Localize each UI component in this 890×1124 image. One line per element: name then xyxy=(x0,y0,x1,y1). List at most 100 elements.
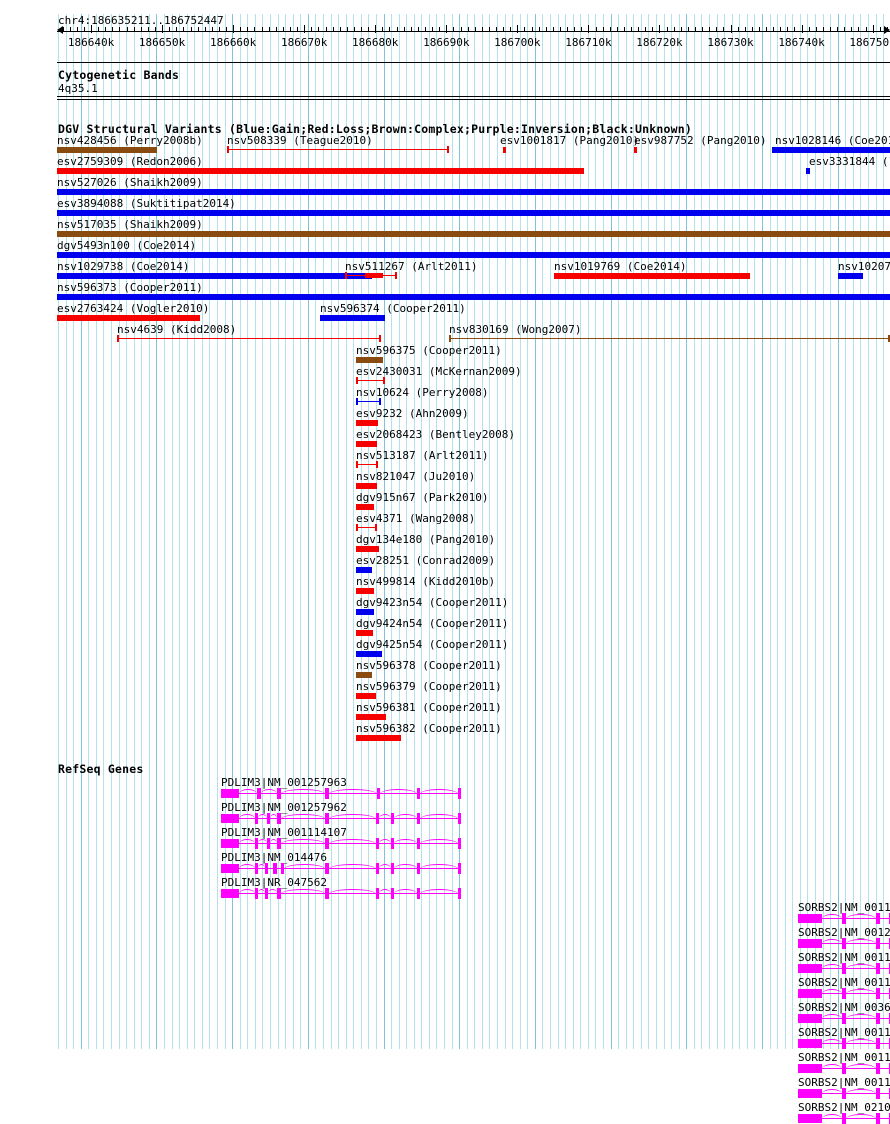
dgv-variant-bar[interactable] xyxy=(356,588,374,594)
refseq-gene-model[interactable] xyxy=(221,863,461,874)
refseq-gene-model[interactable] xyxy=(798,913,890,924)
dgv-variant-span[interactable] xyxy=(227,146,449,153)
ruler-track[interactable]: chr4:186635211..186752447 186640k 186650k… xyxy=(0,0,890,49)
dgv-variant-span[interactable] xyxy=(449,335,890,342)
dgv-variant-label[interactable]: esv4371 (Wang2008) xyxy=(356,512,476,525)
refseq-gene-label[interactable]: PDLIM3|NM_001257962 xyxy=(221,801,347,814)
dgv-variant-bar[interactable] xyxy=(634,147,637,153)
dgv-variant-label[interactable]: dgv9425n54 (Cooper2011) xyxy=(356,638,509,651)
refseq-gene-model[interactable] xyxy=(798,938,890,949)
refseq-gene-model[interactable] xyxy=(798,1063,890,1074)
dgv-variant-bar[interactable] xyxy=(356,567,372,573)
dgv-variant-label[interactable]: esv2763424 (Vogler2010) xyxy=(57,302,210,315)
refseq-gene-model[interactable] xyxy=(221,813,461,824)
dgv-variant-label[interactable]: nsv527026 (Shaikh2009) xyxy=(57,176,203,189)
refseq-gene-label[interactable]: SORBS2|NM_00114 xyxy=(798,951,890,964)
dgv-variant-label[interactable]: nsv102073 xyxy=(838,260,890,273)
dgv-variant-label[interactable]: nsv1019769 (Coe2014) xyxy=(554,260,687,273)
dgv-variant-bar[interactable] xyxy=(356,735,401,741)
dgv-variant-bar[interactable] xyxy=(57,147,157,153)
refseq-gene-label[interactable]: SORBS2|NM_00114 xyxy=(798,901,890,914)
dgv-variant-bar[interactable] xyxy=(356,693,376,699)
refseq-gene-label[interactable]: PDLIM3|NM_014476 xyxy=(221,851,327,864)
dgv-variant-bar[interactable] xyxy=(356,357,383,363)
dgv-variant-span[interactable] xyxy=(356,398,381,405)
dgv-variant-bar[interactable] xyxy=(356,483,377,489)
dgv-variant-label[interactable]: nsv821047 (Ju2010) xyxy=(356,470,476,483)
refseq-gene-model[interactable] xyxy=(221,838,461,849)
dgv-variant-label[interactable]: dgv5493n100 (Coe2014) xyxy=(57,239,197,252)
dgv-variant-label[interactable]: nsv508339 (Teague2010) xyxy=(227,134,373,147)
dgv-variant-label[interactable]: dgv9423n54 (Cooper2011) xyxy=(356,596,509,609)
dgv-variant-span[interactable] xyxy=(356,461,378,468)
dgv-variant-label[interactable]: nsv596379 (Cooper2011) xyxy=(356,680,502,693)
refseq-gene-model[interactable] xyxy=(798,1088,890,1099)
dgv-variant-bar[interactable] xyxy=(57,210,890,216)
dgv-variant-label[interactable]: esv9232 (Ahn2009) xyxy=(356,407,469,420)
dgv-variant-bar[interactable] xyxy=(772,147,890,153)
dgv-variant-bar[interactable] xyxy=(57,273,372,279)
dgv-variant-bar[interactable] xyxy=(356,714,386,720)
refseq-gene-model[interactable] xyxy=(798,988,890,999)
dgv-variant-bar[interactable] xyxy=(806,168,810,174)
dgv-variant-span[interactable] xyxy=(356,524,377,531)
dgv-variant-bar[interactable] xyxy=(838,273,863,279)
dgv-variant-bar[interactable] xyxy=(57,231,890,237)
dgv-variant-label[interactable]: nsv596382 (Cooper2011) xyxy=(356,722,502,735)
refseq-gene-model[interactable] xyxy=(798,1038,890,1049)
ruler-left-arrow-icon[interactable] xyxy=(57,26,63,34)
dgv-variant-bar[interactable] xyxy=(57,189,890,195)
dgv-variant-bar[interactable] xyxy=(356,441,377,447)
dgv-variant-bar[interactable] xyxy=(356,420,378,426)
dgv-variant-bar[interactable] xyxy=(57,315,200,321)
dgv-variant-label[interactable]: esv987752 (Pang2010) xyxy=(634,134,767,147)
dgv-variant-span[interactable] xyxy=(117,335,381,342)
dgv-variant-label[interactable]: esv28251 (Conrad2009) xyxy=(356,554,496,567)
refseq-gene-label[interactable]: SORBS2|NM_00114 xyxy=(798,1026,890,1039)
dgv-variant-span[interactable] xyxy=(356,377,385,384)
dgv-variant-bar[interactable] xyxy=(554,273,750,279)
dgv-variant-bar[interactable] xyxy=(320,315,385,321)
dgv-variant-label[interactable]: esv3894088 (Suktitipat2014) xyxy=(57,197,236,210)
dgv-variant-label[interactable]: nsv517035 (Shaikh2009) xyxy=(57,218,203,231)
dgv-variant-bar[interactable] xyxy=(356,546,379,552)
dgv-variant-label[interactable]: nsv596378 (Cooper2011) xyxy=(356,659,502,672)
dgv-variant-bar[interactable] xyxy=(356,609,374,615)
dgv-variant-label[interactable]: dgv915n67 (Park2010) xyxy=(356,491,489,504)
dgv-variant-label[interactable]: nsv511267 (Arlt2011) xyxy=(345,260,478,273)
dgv-variant-label[interactable]: esv3331844 (1 xyxy=(809,155,890,168)
dgv-variant-label[interactable]: nsv4639 (Kidd2008) xyxy=(117,323,237,336)
dgv-variant-bar[interactable] xyxy=(356,672,372,678)
dgv-variant-bar[interactable] xyxy=(503,147,506,153)
dgv-variant-label[interactable]: nsv1029738 (Coe2014) xyxy=(57,260,190,273)
dgv-variant-label[interactable]: dgv134e180 (Pang2010) xyxy=(356,533,496,546)
dgv-variant-label[interactable]: nsv596374 (Cooper2011) xyxy=(320,302,466,315)
dgv-variant-label[interactable]: esv2068423 (Bentley2008) xyxy=(356,428,515,441)
refseq-gene-label[interactable]: PDLIM3|NM_001114107 xyxy=(221,826,347,839)
refseq-gene-label[interactable]: SORBS2|NM_00127 xyxy=(798,926,890,939)
refseq-gene-model[interactable] xyxy=(798,1113,890,1124)
dgv-variant-label[interactable]: esv2759309 (Redon2006) xyxy=(57,155,203,168)
refseq-gene-model[interactable] xyxy=(221,888,461,899)
dgv-variant-bar[interactable] xyxy=(356,630,373,636)
dgv-variant-label[interactable]: nsv499814 (Kidd2010b) xyxy=(356,575,496,588)
dgv-variant-span[interactable] xyxy=(345,272,397,279)
dgv-variant-bar[interactable] xyxy=(57,252,890,258)
refseq-gene-model[interactable] xyxy=(798,1013,890,1024)
dgv-variant-label[interactable]: esv2430031 (McKernan2009) xyxy=(356,365,522,378)
refseq-gene-model[interactable] xyxy=(221,788,461,799)
refseq-gene-label[interactable]: SORBS2|NM_00360 xyxy=(798,1001,890,1014)
dgv-variant-label[interactable]: nsv1028146 (Coe2014) xyxy=(775,134,890,147)
refseq-gene-label[interactable]: PDLIM3|NR_047562 xyxy=(221,876,327,889)
dgv-variant-label[interactable]: dgv9424n54 (Cooper2011) xyxy=(356,617,509,630)
dgv-variant-bar[interactable] xyxy=(57,294,890,300)
dgv-variant-label[interactable]: nsv596381 (Cooper2011) xyxy=(356,701,502,714)
dgv-variant-label[interactable]: nsv428456 (Perry2008b) xyxy=(57,134,203,147)
dgv-variant-label[interactable]: nsv513187 (Arlt2011) xyxy=(356,449,489,462)
refseq-gene-label[interactable]: PDLIM3|NM_001257963 xyxy=(221,776,347,789)
dgv-variant-bar[interactable] xyxy=(356,651,382,657)
dgv-variant-bar[interactable] xyxy=(57,168,584,174)
dgv-variant-label[interactable]: nsv596373 (Cooper2011) xyxy=(57,281,203,294)
dgv-variant-label[interactable]: nsv830169 (Wong2007) xyxy=(449,323,582,336)
dgv-variant-label[interactable]: nsv10624 (Perry2008) xyxy=(356,386,489,399)
